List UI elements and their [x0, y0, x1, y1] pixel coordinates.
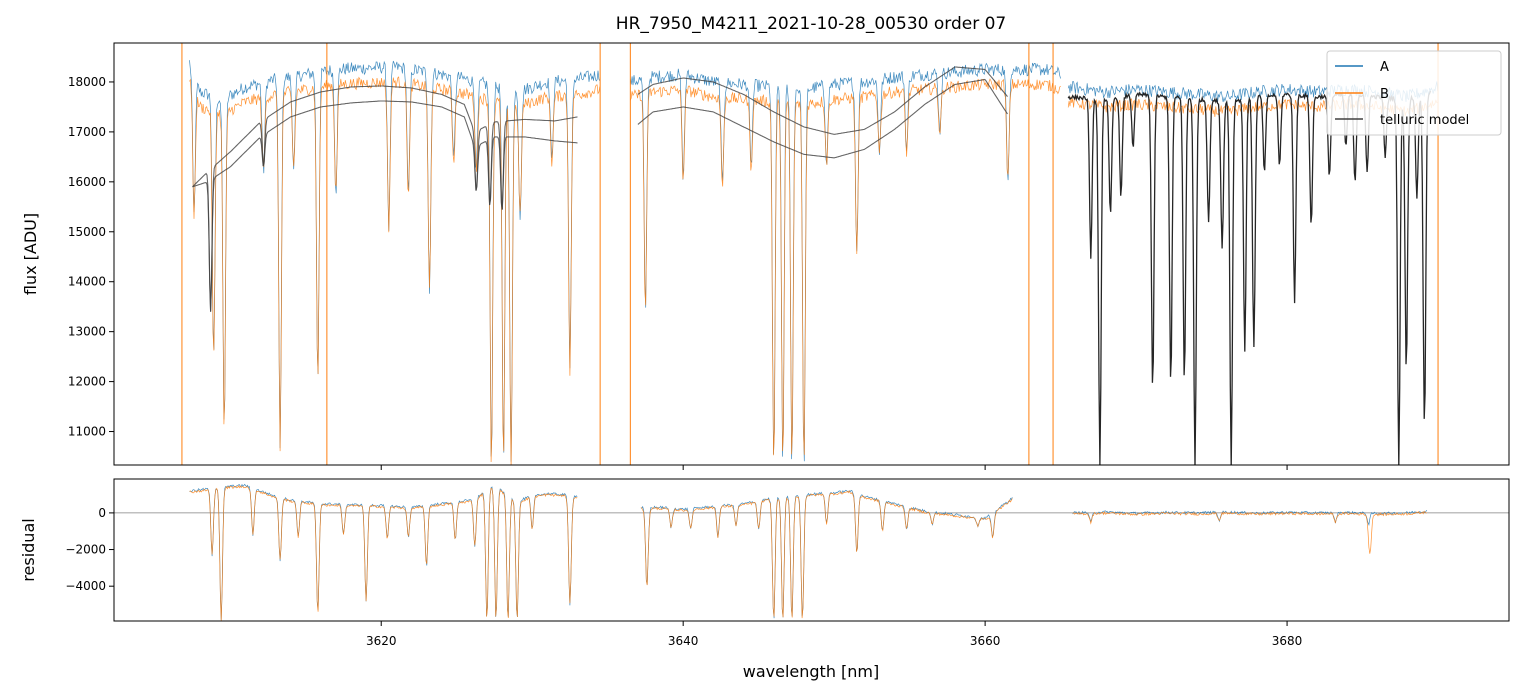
x-tick-label-3: 3680: [1272, 634, 1303, 648]
y-tick-label-2: 0: [98, 506, 106, 520]
series-b-line-1-1: [640, 489, 1013, 619]
y-tick-label-3: 14000: [68, 275, 106, 289]
y-tick-label-5: 16000: [68, 175, 106, 189]
series-b-line-1-0: [189, 485, 578, 621]
plot-frame: [113, 478, 1510, 622]
residual-axis-label: residual: [19, 518, 38, 581]
x-tick-label-0: 3620: [366, 634, 397, 648]
x-axis-label: wavelength [nm]: [743, 662, 880, 681]
series-a-line-1-2: [1072, 510, 1428, 527]
y-tick-label-2: 13000: [68, 325, 106, 339]
flux-panel: 11000 12000 13000 14000 15000 16000 17000 18000…: [21, 42, 1510, 470]
series-group: [181, 43, 1439, 465]
y-tick-label-1: −2000: [65, 543, 106, 557]
residual-axis: −4000 −2000 0 3620 3640 3660 3680: [65, 478, 1510, 648]
x-tick-label-1: 3640: [668, 634, 699, 648]
y-tick-label-0: 11000: [68, 425, 106, 439]
series-a-line-0-0: [189, 60, 601, 462]
series-b-line-0-0: [189, 76, 601, 465]
y-tick-label-4: 15000: [68, 225, 106, 239]
y-tick-label-1: 12000: [68, 375, 106, 389]
plot-frame: [113, 42, 1510, 466]
legend: A B telluric model: [1326, 50, 1502, 136]
residual-plot-area: [114, 483, 1509, 621]
telluric-model-line-4: [1067, 90, 1432, 465]
y-tick-label-0: −4000: [65, 579, 106, 593]
chart-title: HR_7950_M4211_2021-10-28_00530 order 07: [616, 14, 1006, 34]
series-a-line-0-1: [629, 62, 1061, 462]
residual-panel: −4000 −2000 0 3620 3640 3660 3680 residual: [19, 478, 1510, 648]
telluric-model-line-2: [637, 66, 1008, 135]
telluric-model-line-0: [192, 85, 578, 312]
legend-label-telluric: telluric model: [1380, 113, 1469, 128]
flux-axis-label: flux [ADU]: [21, 213, 40, 295]
flux-plot-area: [181, 43, 1439, 465]
y-tick-label-7: 18000: [68, 75, 106, 89]
telluric-model-line-1: [192, 100, 578, 312]
legend-box: [1326, 50, 1502, 136]
flux-axis: 11000 12000 13000 14000 15000 16000 17000 18000: [68, 42, 1510, 470]
telluric-model-line-3: [637, 78, 1008, 159]
x-tick-label-2: 3660: [970, 634, 1001, 648]
series-group: [114, 483, 1509, 621]
series-b-line-0-1: [629, 78, 1061, 456]
legend-label-a: A: [1380, 60, 1389, 75]
legend-label-b: B: [1380, 87, 1389, 102]
series-b-line-1-2: [1072, 510, 1427, 554]
series-a-line-1-1: [640, 489, 1013, 619]
y-tick-label-6: 17000: [68, 125, 106, 139]
